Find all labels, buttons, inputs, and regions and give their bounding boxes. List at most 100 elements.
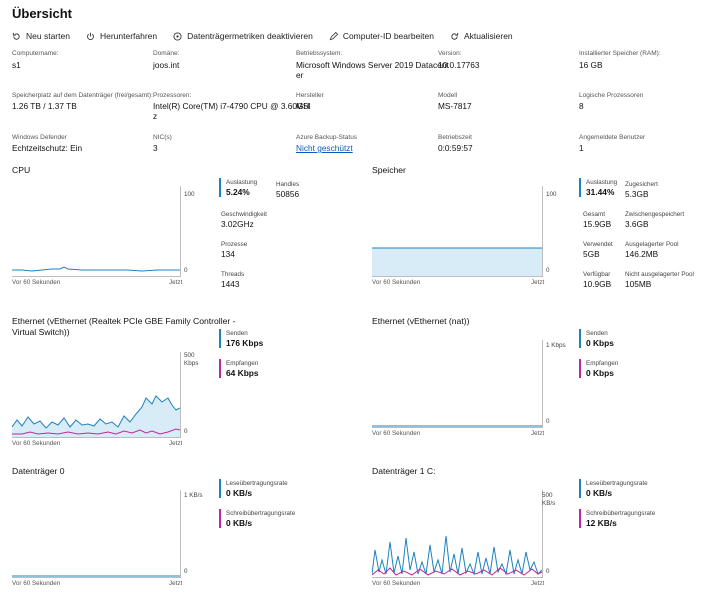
backup-status-link[interactable]: Nicht geschützt xyxy=(296,143,353,153)
cpu-speed-label: Geschwindigkeit xyxy=(221,211,267,218)
ethernet1-senden-value: 176 Kbps xyxy=(226,338,264,348)
manufacturer-label: Hersteller xyxy=(296,92,324,99)
memory-total-label: Gesamt xyxy=(583,211,606,218)
disk-space-value: 1.26 TB / 1.37 TB xyxy=(12,101,77,111)
os-value-line1: Microsoft Windows Server 2019 Datacent xyxy=(296,60,449,70)
cpu-axis-right: Jetzt xyxy=(169,279,183,286)
ethernet1-axis-right: Jetzt xyxy=(169,440,183,447)
ethernet2-empfangen-value: 0 Kbps xyxy=(586,368,614,378)
model-value: MS-7817 xyxy=(438,101,472,111)
cpu-title: CPU xyxy=(12,165,31,175)
ethernet1-empfangen-value: 64 Kbps xyxy=(226,368,259,378)
cpu-ymin: 0 xyxy=(184,267,188,274)
memory-auslastung-value: 31.44% xyxy=(586,187,615,197)
cpu-processes-label: Prozesse xyxy=(221,241,248,248)
disk1-title: Datenträger 1 C: xyxy=(372,466,436,476)
restart-icon xyxy=(12,32,20,40)
disk1-write: Schreibübertragungsrate 12 KB/s xyxy=(579,509,655,528)
ethernet2-senden-value: 0 Kbps xyxy=(586,338,614,348)
memory-used-value: 5GB xyxy=(583,249,600,259)
cpu-line xyxy=(12,266,180,272)
disable-disk-metrics-button[interactable]: Datenträgermetriken deaktivieren xyxy=(173,29,313,43)
memory-paged-pool-label: Ausgelagerter Pool xyxy=(625,241,679,248)
memory-chart-svg xyxy=(372,247,542,276)
ethernet1-senden-label: Senden xyxy=(226,330,248,337)
ram-value: 16 GB xyxy=(579,60,603,70)
cpu-ymax: 100 xyxy=(184,191,195,198)
ethernet1-empfangen: Empfangen 64 Kbps xyxy=(219,359,259,378)
cpu-handles-value: 50856 xyxy=(276,189,300,199)
cpu-threads-label: Threads xyxy=(221,271,245,278)
cpu-processes-value: 134 xyxy=(221,249,235,259)
edit-computer-id-button[interactable]: Computer-ID bearbeiten xyxy=(329,29,434,43)
memory-total: Gesamt 15.9GB xyxy=(583,210,611,229)
users-label: Angemeldete Benutzer xyxy=(579,134,646,141)
model-label: Modell xyxy=(438,92,458,99)
manufacturer-value: MSI xyxy=(296,101,311,111)
disk0-read-value: 0 KB/s xyxy=(226,488,253,498)
memory-used: Verwendet 5GB xyxy=(583,240,613,259)
disk1-read-label: Leseübertragungsrate xyxy=(586,480,648,487)
ethernet1-title-line2: Virtual Switch)) xyxy=(12,327,70,337)
restart-label: Neu starten xyxy=(26,31,70,41)
users-value: 1 xyxy=(579,143,584,153)
processors-value-line2: z xyxy=(153,111,158,121)
cpu-processes: Prozesse 134 xyxy=(221,240,247,259)
memory-ymax: 100 xyxy=(546,191,557,198)
memory-cached-label: Zwischengespeichert xyxy=(625,211,685,218)
ethernet2-axis-left: Vor 60 Sekunden xyxy=(372,430,421,437)
disk1-write-line xyxy=(372,567,542,576)
cpu-auslastung-label: Auslastung xyxy=(226,179,258,186)
defender-label: Windows Defender xyxy=(12,134,67,141)
disk1-axis-right: Jetzt xyxy=(531,580,545,587)
disk1-read-value: 0 KB/s xyxy=(586,488,613,498)
ethernet2-chart-svg xyxy=(372,425,542,427)
processors-label: Prozessoren: xyxy=(153,92,192,99)
nics-value: 3 xyxy=(153,143,158,153)
processors-value-line1: Intel(R) Core(TM) i7-4790 CPU @ 3.60GH xyxy=(153,101,310,111)
cpu-speed: Geschwindigkeit 3.02GHz xyxy=(221,210,267,229)
os-label: Betriebssystem: xyxy=(296,50,343,57)
refresh-button[interactable]: Aktualisieren xyxy=(450,29,513,43)
memory-paged-pool: Ausgelagerter Pool 146.2MB xyxy=(625,240,679,259)
ram-label: Installierter Speicher (RAM): xyxy=(579,50,661,57)
shutdown-button[interactable]: Herunterfahren xyxy=(86,29,157,43)
disk1-read-line xyxy=(372,535,542,576)
cpu-threads: Threads 1443 xyxy=(221,270,244,289)
version-value: 10.0.17763 xyxy=(438,60,480,70)
defender-value: Echtzeitschutz: Ein xyxy=(12,143,83,153)
disk0-ymin: 0 xyxy=(184,568,188,575)
logical-processors-label: Logische Prozessoren xyxy=(579,92,644,99)
ethernet2-empfangen: Empfangen 0 Kbps xyxy=(579,359,618,378)
refresh-label: Aktualisieren xyxy=(464,31,513,41)
memory-axis-right: Jetzt xyxy=(531,279,545,286)
cpu-chart-svg xyxy=(12,266,180,272)
memory-nonpaged-pool: Nicht ausgelagerter Pool 105MB xyxy=(625,270,694,289)
memory-available: Verfügbar 10.9GB xyxy=(583,270,611,289)
domain-value: joos.int xyxy=(153,60,180,70)
ethernet1-ymin: 0 xyxy=(184,428,188,435)
restart-button[interactable]: Neu starten xyxy=(12,29,70,43)
memory-committed-label: Zugesichert xyxy=(625,181,658,188)
memory-available-label: Verfügbar xyxy=(583,271,611,278)
disk1-write-label: Schreibübertragungsrate xyxy=(586,510,656,517)
disk1-ymin: 0 xyxy=(546,568,550,575)
uptime-value: 0:0:59:57 xyxy=(438,143,473,153)
disk0-write-value: 0 KB/s xyxy=(226,518,253,528)
ethernet2-senden-label: Senden xyxy=(586,330,608,337)
domain-label: Domäne: xyxy=(153,50,180,57)
disk1-write-value: 12 KB/s xyxy=(586,518,617,528)
cpu-auslastung-value: 5.24% xyxy=(226,187,250,197)
cpu-handles-label: Handles xyxy=(276,181,300,188)
edit-computer-id-label: Computer-ID bearbeiten xyxy=(342,31,434,41)
ethernet2-chart xyxy=(372,340,543,428)
uptime-label: Betriebszeit xyxy=(438,134,472,141)
ethernet1-senden: Senden 176 Kbps xyxy=(219,329,263,348)
disk0-title: Datenträger 0 xyxy=(12,466,65,476)
ethernet1-chart-svg xyxy=(12,395,180,437)
memory-used-label: Verwendet xyxy=(583,241,613,248)
disk1-chart-svg xyxy=(372,535,542,576)
cpu-axis-left: Vor 60 Sekunden xyxy=(12,279,61,286)
ethernet1-yunit: Kbps xyxy=(184,360,199,367)
disk0-axis-right: Jetzt xyxy=(169,580,183,587)
